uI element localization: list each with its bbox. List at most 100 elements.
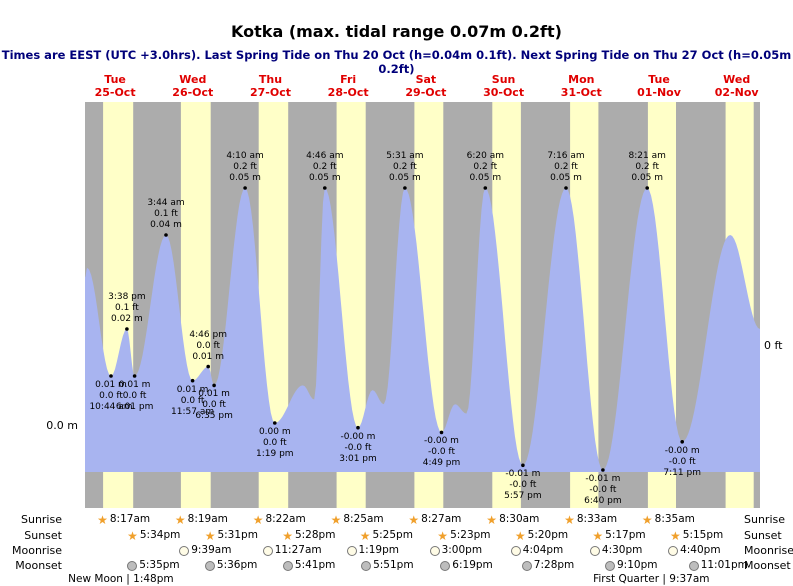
sunset-event: ★ 5:15pm: [670, 529, 723, 542]
tide-extreme-dot: [190, 378, 195, 383]
right-label-sunset: Sunset: [744, 529, 782, 542]
sunset-time: 5:25pm: [372, 529, 413, 541]
annotation-line: 0.0 ft: [202, 400, 226, 411]
sunrise-event: ★ 8:22am: [253, 513, 306, 526]
moonrise-time: 1:19pm: [358, 544, 399, 556]
annotation-line: 7:16 am: [547, 151, 585, 161]
moon-phase-label: First Quarter | 9:37am: [593, 573, 710, 585]
tide-extreme-dot: [645, 186, 649, 190]
moonset-time: 5:35pm: [139, 559, 180, 571]
sunrise-time: 8:35am: [654, 513, 695, 525]
sunrise-time: 8:30am: [499, 513, 540, 525]
sunset-event: ★ 5:17pm: [592, 529, 645, 542]
left-label-moonrise: Moonrise: [12, 544, 62, 557]
left-label-moonset: Moonset: [15, 559, 62, 572]
moonrise-time: 3:00pm: [441, 544, 483, 556]
moonrise-moon-icon: [429, 545, 440, 556]
annotation-line: 11:57 am: [171, 406, 215, 417]
moonrise-time: 4:40pm: [680, 544, 721, 556]
tide-low-annotation: 0.01 m 0.0 ft 6:01 pm: [116, 380, 154, 413]
sunrise-event: ★ 8:25am: [331, 513, 384, 526]
tide-high-annotation: 4:10 am 0.2 ft 0.05 m: [226, 151, 263, 184]
weekday-label: Wed: [723, 73, 751, 86]
sunrise-star-icon: ★: [97, 512, 108, 527]
tide-area: [85, 188, 760, 472]
tide-low-annotation: 0.00 m 0.0 ft 1:19 pm: [256, 427, 294, 460]
annotation-line: 8:21 am: [628, 151, 666, 161]
annotation-line: -0.0 ft: [344, 442, 372, 453]
annotation-line: 0.2 ft: [233, 162, 257, 172]
sunset-time: 5:15pm: [682, 529, 724, 541]
annotation-line: 0.0 ft: [262, 438, 287, 448]
moonset-time: 5:36pm: [216, 559, 258, 571]
tide-high-annotation: 8:21 am 0.2 ft 0.05 m: [629, 151, 666, 184]
annotation-line: 0.01 m: [95, 380, 127, 390]
moonset-moon-icon: [688, 560, 699, 571]
tide-high-annotation: 3:38 pm 0.1 ft 0.02 m: [108, 292, 146, 325]
annotation-line: 6:35 pm: [195, 411, 233, 422]
annotation-line: 0.05 m: [229, 173, 261, 183]
moonset-event: 5:36pm: [204, 559, 258, 572]
annotation-line: 0.01 m: [176, 384, 209, 395]
annotation-line: 0.01 m: [198, 389, 230, 400]
moonset-event: 9:10pm: [605, 559, 657, 572]
tide-extreme-dot: [356, 425, 360, 430]
weekday-label: Fri: [340, 73, 357, 86]
day-label: Thu 27-Oct: [249, 73, 292, 99]
y-axis-label-feet: 0 ft: [764, 339, 783, 352]
chart-subtitle: Times are EEST (UTC +3.0hrs). Last Sprin…: [1, 48, 792, 76]
annotation-line: 0.1 ft: [154, 209, 178, 219]
tide-extreme-dot: [109, 374, 113, 378]
annotation-line: -0.01 m: [585, 474, 621, 484]
annotation-line: 0.0 ft: [99, 391, 123, 401]
annotation-line: 0.0 ft: [122, 391, 147, 401]
annotation-line: 0.0 ft: [180, 395, 205, 406]
moonset-event: 11:01pm: [688, 559, 748, 572]
moonrise-time: 4:30pm: [601, 544, 643, 556]
sunset-time: 5:23pm: [450, 529, 491, 541]
tide-high-annotation: 4:46 pm 0.0 ft 0.01 m: [189, 330, 227, 363]
tide-extreme-dot: [521, 463, 525, 468]
annotation-line: 6:20 am: [466, 151, 504, 161]
moonrise-moon-icon: [589, 545, 600, 556]
sunrise-time: 8:17am: [109, 513, 151, 525]
moonrise-event: 9:39am: [179, 544, 231, 557]
annotation-line: 4:46 am: [306, 151, 344, 161]
tide-extreme-dot: [323, 186, 327, 190]
sunset-time: 5:17pm: [605, 529, 646, 541]
sunset-event: ★ 5:20pm: [515, 529, 568, 542]
moon-phase-label: New Moon | 1:48pm: [68, 573, 174, 585]
annotation-line: 0.00 m: [258, 427, 291, 437]
tide-extreme-dot: [125, 327, 129, 331]
left-label-sunrise: Sunrise: [20, 513, 62, 526]
annotation-line: 3:44 am: [147, 198, 185, 208]
tide-extreme-dot: [403, 186, 407, 190]
day-label: Sat 29-Oct: [405, 73, 446, 99]
sunrise-event: ★ 8:35am: [642, 513, 695, 526]
moonset-moon-icon: [127, 560, 138, 571]
annotation-line: 10:44 am: [89, 402, 133, 412]
weekday-label: Sun: [491, 73, 516, 86]
tide-low-annotation: 0.01 m 0.0 ft 6:35 pm: [195, 389, 233, 422]
annotation-line: -0.0 ft: [589, 485, 617, 495]
moonrise-event: 4:40pm: [668, 544, 721, 557]
sunrise-star-icon: ★: [486, 512, 498, 527]
tide-high-annotation: 6:20 am 0.2 ft 0.05 m: [467, 151, 504, 184]
moonset-time: 6:19pm: [452, 559, 493, 571]
tide-low-annotation: 0.01 m 0.0 ft 11:57 am: [171, 385, 214, 418]
tide-high-annotation: 3:44 am 0.1 ft 0.04 m: [147, 198, 184, 231]
moonset-moon-icon: [204, 560, 215, 571]
chart-title: Kotka (max. tidal range 0.07m 0.2ft): [231, 22, 562, 41]
tide-extreme-dot: [483, 186, 488, 190]
sunset-star-icon: ★: [437, 528, 449, 543]
right-label-moonset: Moonset: [744, 559, 791, 572]
tide-low-annotation: -0.00 m -0.0 ft 3:01 pm: [339, 432, 377, 465]
tide-extreme-dot: [243, 186, 247, 190]
date-label: 27-Oct: [249, 85, 292, 99]
annotation-line: 0.05 m: [550, 173, 582, 183]
sunrise-time: 8:22am: [265, 513, 306, 525]
annotation-line: 0.02 m: [111, 314, 143, 324]
sunrise-time: 8:25am: [343, 513, 384, 525]
sunset-event: ★ 5:34pm: [127, 529, 180, 542]
annotation-line: -0.0 ft: [509, 480, 537, 491]
